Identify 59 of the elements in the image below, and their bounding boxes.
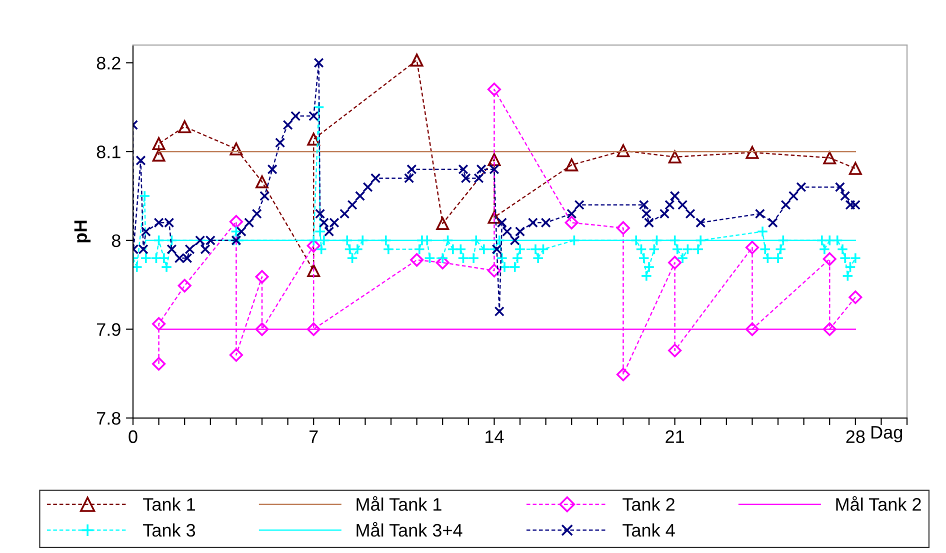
y-tick-label: 7.9 bbox=[97, 323, 120, 336]
point bbox=[436, 217, 450, 230]
point bbox=[152, 317, 166, 331]
point bbox=[745, 322, 760, 336]
point bbox=[230, 142, 243, 156]
y-tick-label: 8.2 bbox=[96, 56, 120, 70]
point bbox=[564, 216, 578, 230]
y-tick-label: 7.8 bbox=[97, 412, 120, 425]
point bbox=[565, 158, 578, 172]
point bbox=[746, 146, 759, 159]
point bbox=[745, 240, 760, 254]
legend-label: Tank 3 bbox=[143, 523, 196, 537]
point bbox=[178, 278, 192, 292]
point bbox=[152, 148, 166, 162]
point bbox=[668, 256, 682, 270]
point bbox=[848, 290, 862, 304]
y-tick-label: 8 bbox=[112, 234, 120, 248]
x-tick-label: 7 bbox=[310, 430, 318, 443]
legend-label: Mål Tank 2 bbox=[836, 496, 921, 511]
point bbox=[616, 368, 630, 382]
legend-label: Mål Tank 3+4 bbox=[356, 522, 462, 537]
point bbox=[255, 270, 269, 284]
point bbox=[306, 238, 320, 253]
x-tick-label: 28 bbox=[846, 430, 865, 444]
point bbox=[256, 175, 268, 188]
point bbox=[152, 137, 166, 150]
x-axis-title: Dag bbox=[872, 426, 902, 442]
point bbox=[306, 322, 320, 336]
point bbox=[410, 54, 424, 67]
point bbox=[410, 253, 424, 267]
point bbox=[616, 144, 630, 158]
point bbox=[152, 357, 166, 371]
legend-label: Tank 4 bbox=[622, 523, 675, 537]
point bbox=[823, 151, 836, 164]
point bbox=[307, 264, 320, 278]
point bbox=[487, 264, 502, 278]
point bbox=[822, 322, 836, 336]
y-axis-title: pH bbox=[74, 220, 91, 242]
point bbox=[822, 252, 836, 266]
x-tick-label: 0 bbox=[128, 430, 138, 444]
x-tick-label: 14 bbox=[486, 430, 504, 443]
point bbox=[668, 150, 682, 164]
point bbox=[616, 221, 630, 235]
point bbox=[488, 153, 501, 166]
legend-label: Mål Tank 1 bbox=[356, 496, 442, 511]
legend-label: Tank 1 bbox=[143, 498, 195, 511]
legend-label: Tank 2 bbox=[622, 498, 674, 511]
x-tick-label: 21 bbox=[666, 430, 684, 443]
point bbox=[307, 132, 320, 146]
point bbox=[668, 344, 682, 358]
y-tick-label: 8.1 bbox=[96, 146, 120, 158]
point bbox=[255, 322, 269, 336]
point bbox=[848, 162, 862, 175]
point bbox=[229, 348, 244, 362]
point bbox=[436, 256, 450, 270]
point bbox=[488, 210, 501, 224]
point bbox=[229, 214, 244, 229]
point bbox=[487, 82, 502, 96]
point bbox=[178, 120, 192, 134]
